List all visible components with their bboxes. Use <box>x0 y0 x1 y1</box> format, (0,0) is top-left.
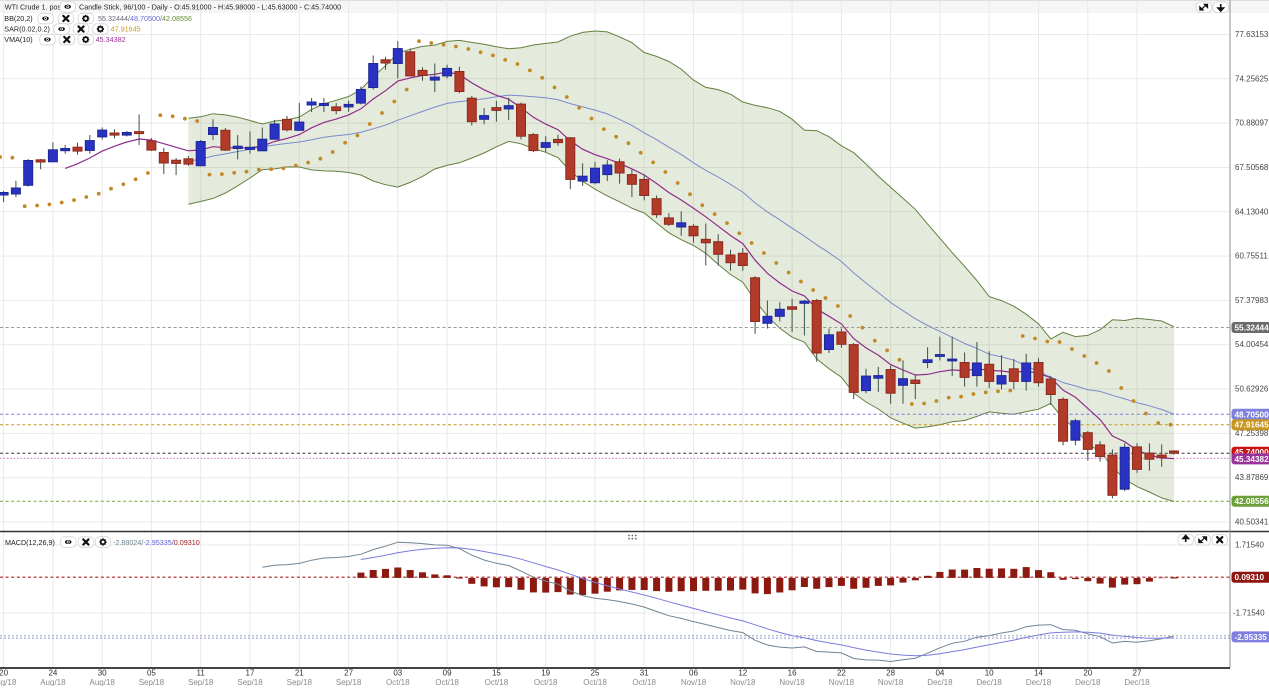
svg-text:42.08556: 42.08556 <box>1235 497 1269 506</box>
svg-text:03: 03 <box>393 669 402 678</box>
svg-text:Dec/18: Dec/18 <box>1026 678 1052 686</box>
svg-text:Aug/18: Aug/18 <box>90 678 116 686</box>
svg-text:Oct/18: Oct/18 <box>632 678 656 686</box>
svg-text:43.87869: 43.87869 <box>1235 473 1269 482</box>
svg-text:50.62926: 50.62926 <box>1235 385 1269 394</box>
svg-text:40.50341: 40.50341 <box>1235 518 1269 527</box>
svg-text:MACD(12,26,9): MACD(12,26,9) <box>5 538 55 547</box>
svg-text:55.32444/48.70500/42.08556: 55.32444/48.70500/42.08556 <box>98 14 192 23</box>
svg-text:Nov/18: Nov/18 <box>779 678 805 686</box>
svg-text:77.63153: 77.63153 <box>1235 30 1269 39</box>
svg-text:Dec/18: Dec/18 <box>1124 678 1150 686</box>
svg-text:Oct/18: Oct/18 <box>583 678 607 686</box>
svg-text:19: 19 <box>541 669 550 678</box>
svg-text:Aug/18: Aug/18 <box>40 678 66 686</box>
svg-text:SAR(0.02,0.2): SAR(0.02,0.2) <box>4 25 50 34</box>
svg-text:Sep/18: Sep/18 <box>139 678 165 686</box>
svg-text:22: 22 <box>837 669 846 678</box>
svg-text:15: 15 <box>492 669 501 678</box>
svg-text:16: 16 <box>788 669 797 678</box>
svg-text:Sep/18: Sep/18 <box>287 678 313 686</box>
svg-text:Oct/18: Oct/18 <box>485 678 509 686</box>
svg-text:Nov/18: Nov/18 <box>829 678 855 686</box>
svg-text:12: 12 <box>738 669 747 678</box>
svg-text:Sep/18: Sep/18 <box>336 678 362 686</box>
svg-text:Nov/18: Nov/18 <box>681 678 707 686</box>
svg-text:Nov/18: Nov/18 <box>878 678 904 686</box>
svg-text:Nov/18: Nov/18 <box>730 678 756 686</box>
svg-text:Dec/18: Dec/18 <box>1075 678 1101 686</box>
svg-text:17: 17 <box>246 669 255 678</box>
svg-text:Oct/18: Oct/18 <box>386 678 410 686</box>
svg-text:55.32444: 55.32444 <box>1235 324 1269 333</box>
svg-text:20: 20 <box>1083 669 1092 678</box>
svg-text:47.91645: 47.91645 <box>111 25 141 34</box>
svg-text:47.91645: 47.91645 <box>1235 421 1269 430</box>
svg-text:64.13040: 64.13040 <box>1235 207 1269 216</box>
svg-text:45.34382: 45.34382 <box>96 35 126 44</box>
svg-text:20: 20 <box>0 669 9 678</box>
svg-text:-1.71540: -1.71540 <box>1233 609 1265 618</box>
svg-text:48.70500: 48.70500 <box>1235 410 1269 419</box>
svg-text:Dec/18: Dec/18 <box>927 678 953 686</box>
svg-text:27: 27 <box>344 669 353 678</box>
svg-text:30: 30 <box>98 669 107 678</box>
svg-text:31: 31 <box>640 669 649 678</box>
svg-text:10: 10 <box>985 669 994 678</box>
svg-text:60.75511: 60.75511 <box>1235 252 1268 261</box>
svg-text:05: 05 <box>147 669 156 678</box>
svg-text:28: 28 <box>886 669 895 678</box>
svg-text:09: 09 <box>443 669 452 678</box>
svg-text:25: 25 <box>591 669 600 678</box>
svg-text:Candle Stick, 96/100 - Daily -: Candle Stick, 96/100 - Daily - O:45.9100… <box>79 3 341 12</box>
svg-text:WTI Crude 1. pos: WTI Crude 1. pos <box>5 3 62 12</box>
svg-text:11: 11 <box>197 669 206 678</box>
svg-text:-2.95335: -2.95335 <box>1235 633 1268 642</box>
svg-text:Sep/18: Sep/18 <box>237 678 263 686</box>
svg-text:21: 21 <box>295 669 304 678</box>
svg-text:1.71540: 1.71540 <box>1235 541 1264 550</box>
svg-text:24: 24 <box>48 669 57 678</box>
svg-text:47.25398: 47.25398 <box>1235 429 1269 438</box>
svg-text:Sep/18: Sep/18 <box>188 678 214 686</box>
svg-text:45.34382: 45.34382 <box>1235 455 1269 464</box>
svg-text:Aug/18: Aug/18 <box>0 678 17 686</box>
svg-text:Dec/18: Dec/18 <box>977 678 1003 686</box>
svg-text:27: 27 <box>1133 669 1142 678</box>
svg-text:0.09310: 0.09310 <box>1235 573 1265 582</box>
svg-text:Oct/18: Oct/18 <box>534 678 558 686</box>
svg-text:54.00454: 54.00454 <box>1235 340 1269 349</box>
svg-text:-2.88024/-2.95335/0.09310: -2.88024/-2.95335/0.09310 <box>113 538 200 547</box>
svg-text:BB(20,2): BB(20,2) <box>4 14 32 23</box>
svg-text:70.88097: 70.88097 <box>1235 119 1269 128</box>
svg-text:04: 04 <box>935 669 944 678</box>
svg-text:VMA(10): VMA(10) <box>4 35 32 44</box>
svg-text:Oct/18: Oct/18 <box>435 678 459 686</box>
svg-text:14: 14 <box>1034 669 1043 678</box>
svg-text:57.37983: 57.37983 <box>1235 296 1269 305</box>
svg-text:06: 06 <box>689 669 698 678</box>
svg-text:74.25625: 74.25625 <box>1235 74 1269 83</box>
svg-text:67.50568: 67.50568 <box>1235 163 1269 172</box>
